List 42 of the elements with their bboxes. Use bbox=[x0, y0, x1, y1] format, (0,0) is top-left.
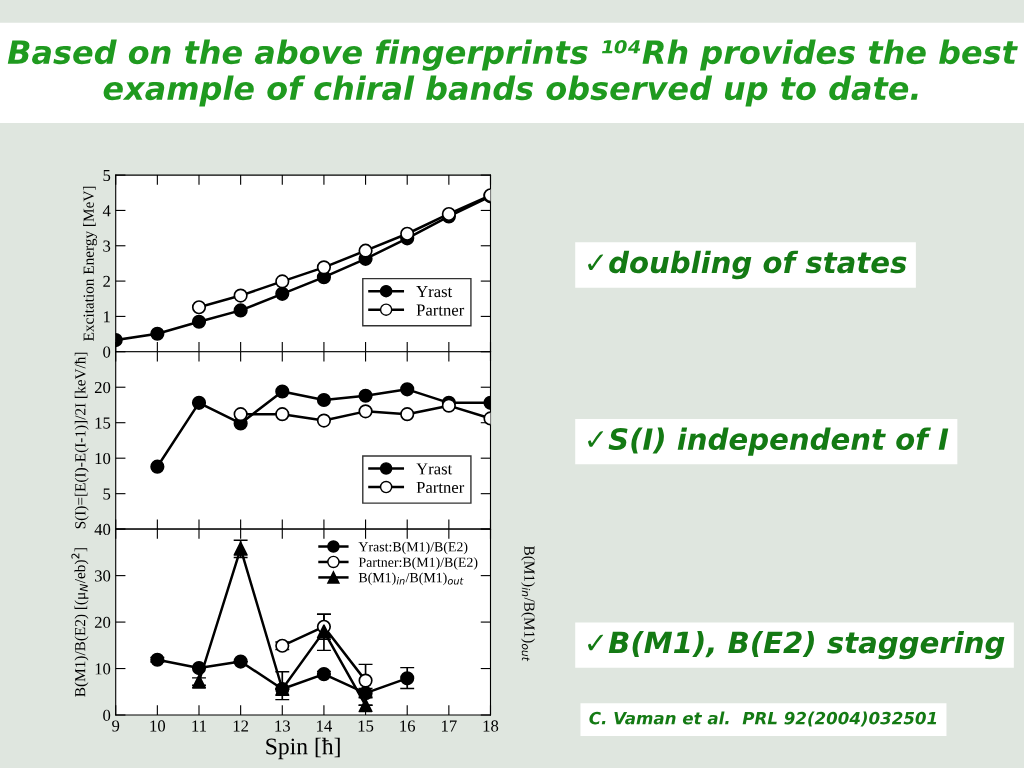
x-tick-label: 10 bbox=[150, 720, 166, 732]
y-axis-title: Excitation Energy [MeV] bbox=[83, 186, 97, 341]
y-tick-label: 30 bbox=[94, 570, 111, 582]
x-tick-label: 11 bbox=[192, 720, 207, 732]
text: ✓S(I) independent of I bbox=[588, 427, 949, 456]
y-tick-label: 3 bbox=[103, 240, 111, 252]
x-tick-label: 14 bbox=[317, 720, 332, 732]
y2-axis-title: B(M1)$_{in}$/B(M1)$_{out}$ bbox=[521, 545, 535, 662]
legend-label: B(M1)$_{in}$/B(M1)$_{out}$ bbox=[358, 572, 464, 586]
legend-label: Yrast bbox=[416, 286, 453, 298]
legend-label: Partner bbox=[416, 481, 465, 494]
y-tick-label: 0 bbox=[103, 346, 111, 358]
x-tick-label: 9 bbox=[112, 720, 120, 732]
y-tick-label: 5 bbox=[103, 488, 111, 500]
y-tick-label: 1 bbox=[103, 311, 110, 323]
y-tick-label: 10 bbox=[95, 663, 111, 675]
y-tick-label: 15 bbox=[95, 417, 111, 429]
legend-label: Partner bbox=[416, 304, 465, 316]
y-tick-label: 2 bbox=[103, 275, 110, 287]
y-tick-label: 20 bbox=[94, 381, 111, 394]
x-tick-label: 17 bbox=[441, 720, 457, 732]
text: ✓doubling of states bbox=[588, 250, 907, 280]
text: C. Vaman et al. PRL 92(2004)032501 bbox=[589, 711, 937, 727]
legend-label: Yrast bbox=[416, 463, 453, 475]
x-tick-label: 13 bbox=[275, 720, 290, 732]
y-tick-label: 0 bbox=[103, 709, 111, 721]
y-tick-label: 4 bbox=[102, 205, 111, 217]
x-tick-label: 18 bbox=[483, 720, 499, 732]
x-tick-label: 16 bbox=[400, 720, 416, 732]
chart-title: Based on the above fingerprints ¹⁰⁴Rh provides the best example of chiral bands observed up to date. bbox=[7, 39, 1018, 107]
y-tick-label: 40 bbox=[94, 523, 111, 536]
y-tick-label: 20 bbox=[94, 616, 111, 629]
y-tick-label: 10 bbox=[95, 452, 111, 465]
y-axis-title: B(M1)/B(E2) [(μ$_{N}$/eb)$^{2}$] bbox=[71, 548, 89, 697]
x-axis-title: Spin [ħ] bbox=[266, 737, 340, 760]
y-tick-label: 5 bbox=[103, 169, 111, 182]
legend-label: Yrast:B(M1)/B(E2) bbox=[358, 541, 468, 555]
text: ✓B(M1), B(E2) staggering bbox=[588, 630, 1005, 660]
legend-label: Partner:B(M1)/B(E2) bbox=[358, 557, 478, 570]
y-axis-title: S(I)=[E(I)-E(I-1)]/2I [keV/ħ] bbox=[74, 352, 89, 529]
x-tick-label: 15 bbox=[358, 720, 374, 732]
x-tick-label: 12 bbox=[233, 720, 249, 732]
